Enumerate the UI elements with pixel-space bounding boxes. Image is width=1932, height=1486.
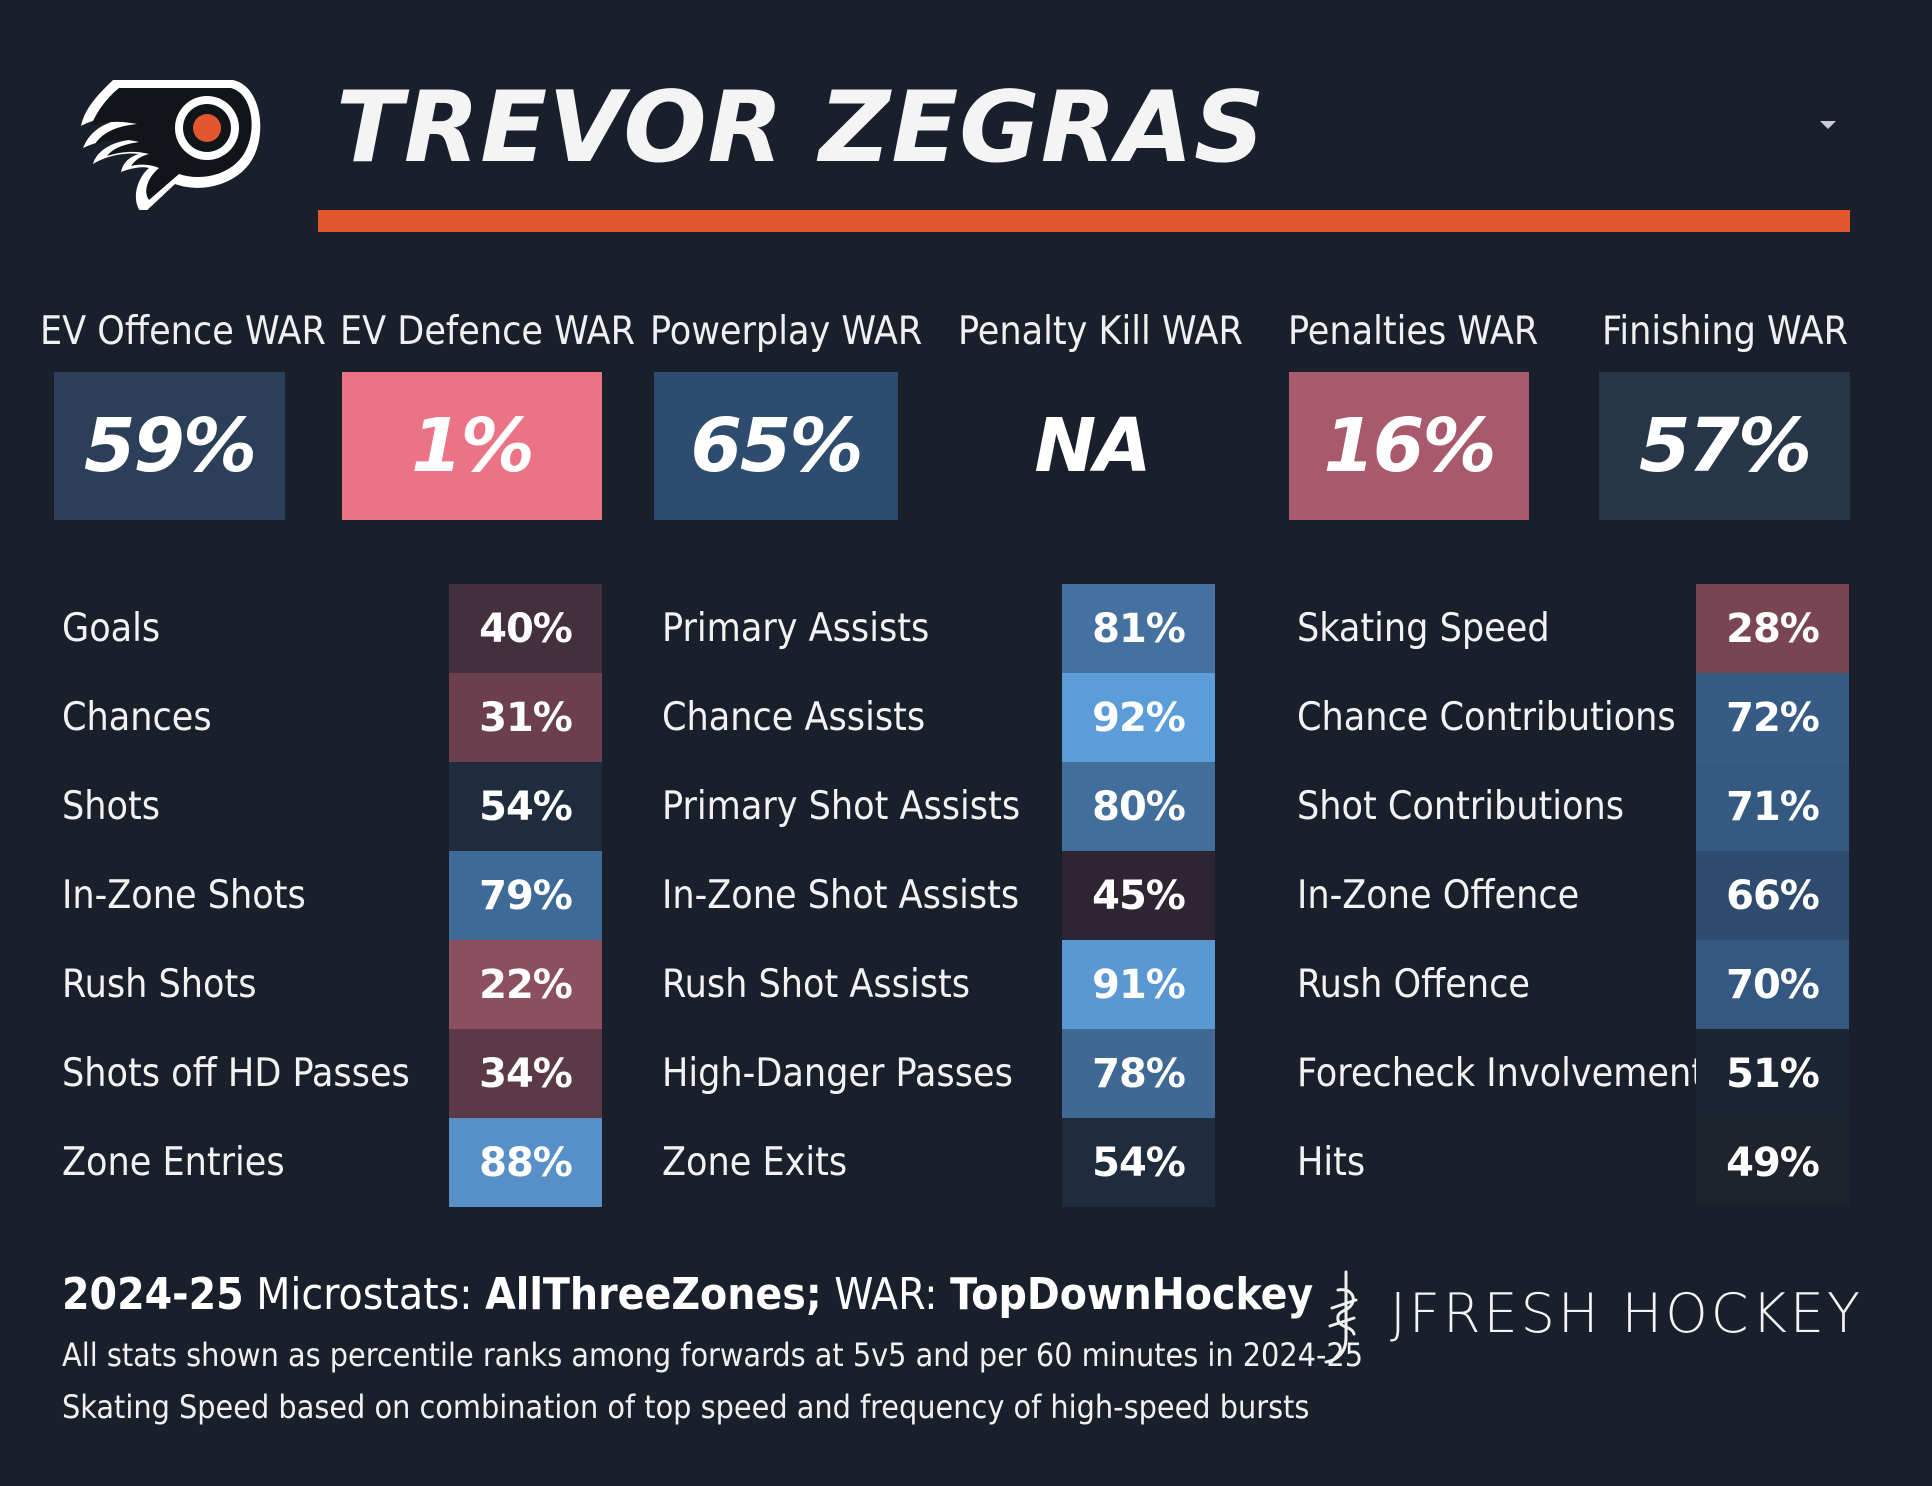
war-value-penalty-kill: NA [966, 372, 1218, 520]
stat-value-passing-6: 54% [1062, 1118, 1215, 1207]
brand-name: JFRESH HOCKEY [1390, 1282, 1864, 1345]
stat-value-scoring-5: 34% [449, 1029, 602, 1118]
jfresh-hockey-logo-icon [1324, 1270, 1358, 1364]
stat-label-scoring-3: In-Zone Shots [62, 873, 306, 918]
stat-value-passing-2: 80% [1062, 762, 1215, 851]
stat-value-passing-1: 92% [1062, 673, 1215, 762]
stat-value-scoring-4: 22% [449, 940, 602, 1029]
footer-note-percentiles: All stats shown as percentile ranks amon… [62, 1336, 1363, 1374]
stat-value-transition-0: 28% [1696, 584, 1849, 673]
footer-source-line: 2024-25 Microstats: AllThreeZones; WAR: … [62, 1268, 1313, 1322]
stat-label-passing-3: In-Zone Shot Assists [662, 873, 1020, 918]
war-value-powerplay: 65% [654, 372, 898, 520]
stat-value-passing-3: 45% [1062, 851, 1215, 940]
war-label-powerplay: Powerplay WAR [650, 309, 923, 354]
stat-label-passing-6: Zone Exits [662, 1140, 848, 1185]
stat-label-scoring-2: Shots [62, 784, 161, 829]
stat-value-passing-4: 91% [1062, 940, 1215, 1029]
stat-label-transition-1: Chance Contributions [1297, 695, 1676, 740]
stat-label-transition-2: Shot Contributions [1297, 784, 1625, 829]
stat-value-scoring-1: 31% [449, 673, 602, 762]
footer-season: 2024-25 [62, 1269, 244, 1320]
war-label-penalty-kill: Penalty Kill WAR [958, 309, 1243, 354]
stat-label-passing-5: High-Danger Passes [662, 1051, 1013, 1096]
stat-value-transition-2: 71% [1696, 762, 1849, 851]
stat-value-scoring-2: 54% [449, 762, 602, 851]
war-label-penalties: Penalties WAR [1288, 309, 1539, 354]
footer-note-skating-speed: Skating Speed based on combination of to… [62, 1388, 1310, 1426]
war-label-ev-offence: EV Offence WAR [40, 309, 326, 354]
stat-label-transition-0: Skating Speed [1297, 606, 1550, 651]
footer-war-prefix: WAR: [821, 1269, 951, 1320]
stat-value-transition-6: 49% [1696, 1118, 1849, 1207]
stat-value-passing-5: 78% [1062, 1029, 1215, 1118]
flyers-logo [81, 80, 261, 210]
stat-label-scoring-6: Zone Entries [62, 1140, 285, 1185]
stat-label-passing-0: Primary Assists [662, 606, 930, 651]
stat-value-transition-5: 51% [1696, 1029, 1849, 1118]
war-value-penalties: 16% [1289, 372, 1529, 520]
stat-value-passing-0: 81% [1062, 584, 1215, 673]
war-label-finishing: Finishing WAR [1602, 309, 1848, 354]
stat-value-transition-3: 66% [1696, 851, 1849, 940]
war-value-ev-offence: 59% [54, 372, 285, 520]
footer-war-source: TopDownHockey [950, 1269, 1314, 1320]
chevron-down-icon[interactable] [1818, 118, 1838, 132]
stat-value-scoring-3: 79% [449, 851, 602, 940]
stat-label-transition-4: Rush Offence [1297, 962, 1531, 1007]
footer-microstats-source: AllThreeZones; [485, 1269, 822, 1320]
player-name: TREVOR ZEGRAS [336, 71, 1266, 185]
stat-label-transition-5: Forecheck Involvement [1297, 1051, 1705, 1096]
title-underline [318, 210, 1850, 232]
stat-label-passing-4: Rush Shot Assists [662, 962, 971, 1007]
stat-label-scoring-4: Rush Shots [62, 962, 257, 1007]
stat-value-scoring-6: 88% [449, 1118, 602, 1207]
stat-label-transition-3: In-Zone Offence [1297, 873, 1580, 918]
stat-value-scoring-0: 40% [449, 584, 602, 673]
stat-label-scoring-1: Chances [62, 695, 212, 740]
footer-microstats-prefix: Microstats: [243, 1269, 486, 1320]
stat-label-scoring-0: Goals [62, 606, 161, 651]
war-value-finishing: 57% [1599, 372, 1850, 520]
stat-label-passing-2: Primary Shot Assists [662, 784, 1021, 829]
stat-label-passing-1: Chance Assists [662, 695, 926, 740]
stat-label-transition-6: Hits [1297, 1140, 1366, 1185]
stat-value-transition-4: 70% [1696, 940, 1849, 1029]
war-label-ev-defence: EV Defence WAR [340, 309, 636, 354]
stat-label-scoring-5: Shots off HD Passes [62, 1051, 410, 1096]
war-value-ev-defence: 1% [342, 372, 602, 520]
stat-value-transition-1: 72% [1696, 673, 1849, 762]
